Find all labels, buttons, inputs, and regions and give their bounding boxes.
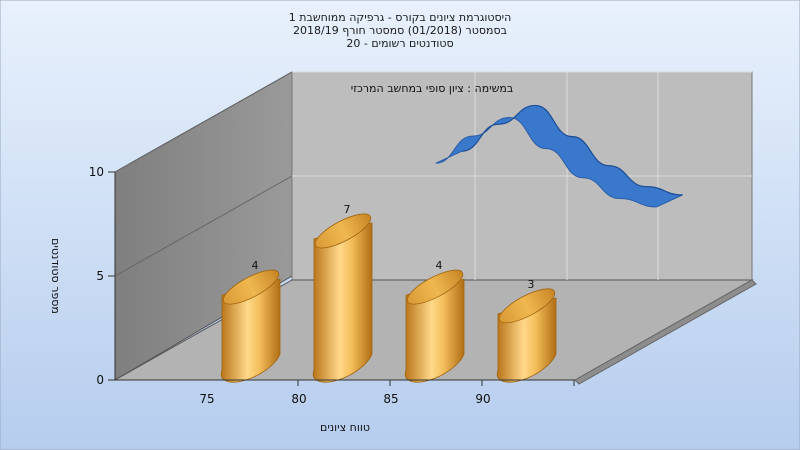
y-tick-labels: 0 5 10 [89,165,115,387]
y-tick-label: 10 [89,165,104,179]
x-tick-label: 80 [291,392,306,406]
curve-edge [461,104,683,196]
bar-value-label: 4 [436,259,443,272]
bar-body [312,222,373,383]
x-tick-label: 90 [475,392,490,406]
chart-title-line3: סטודנטים רשומים - 20 [346,37,453,50]
bar: 4 [220,259,281,383]
bar-series: 4 7 4 3 [220,203,557,383]
bar-cap [406,269,464,305]
bar-cap [314,213,372,249]
x-axis-title: טווח ציונים [320,421,370,434]
bar-cap [222,269,280,305]
bar: 3 [496,278,557,383]
bar-body [404,278,465,383]
y-tick-label: 0 [96,373,104,387]
bar-body [220,278,281,383]
bar: 7 [312,203,373,383]
y-axis-title: מספר סטודנטים [49,238,62,314]
chart-annotation: במשימה : ציון סופי במחשב המרכזי [351,82,514,95]
x-tick-label: 85 [383,392,398,406]
bar-cap [498,288,556,324]
bar-value-label: 3 [528,278,535,291]
series-curve [435,104,683,208]
x-tick-label: 75 [199,392,214,406]
bar: 4 [404,259,465,383]
y-tick-label: 5 [96,269,104,283]
floor-front-edge [574,279,757,385]
gridline-side [114,175,293,277]
chart-title-line1: היסטוגרמת ציונים בקורס - גרפיקה ממוחשבת … [289,11,512,24]
bar-value-label: 7 [344,203,351,216]
gridline-side [114,71,293,173]
gridlines [114,71,752,280]
x-tick-labels: 75 80 85 90 [199,380,575,406]
chart-title-line2: בסמסטר (01/2018) סמסטר חורף 2018/19 [293,24,507,37]
bar-value-label: 4 [252,259,259,272]
